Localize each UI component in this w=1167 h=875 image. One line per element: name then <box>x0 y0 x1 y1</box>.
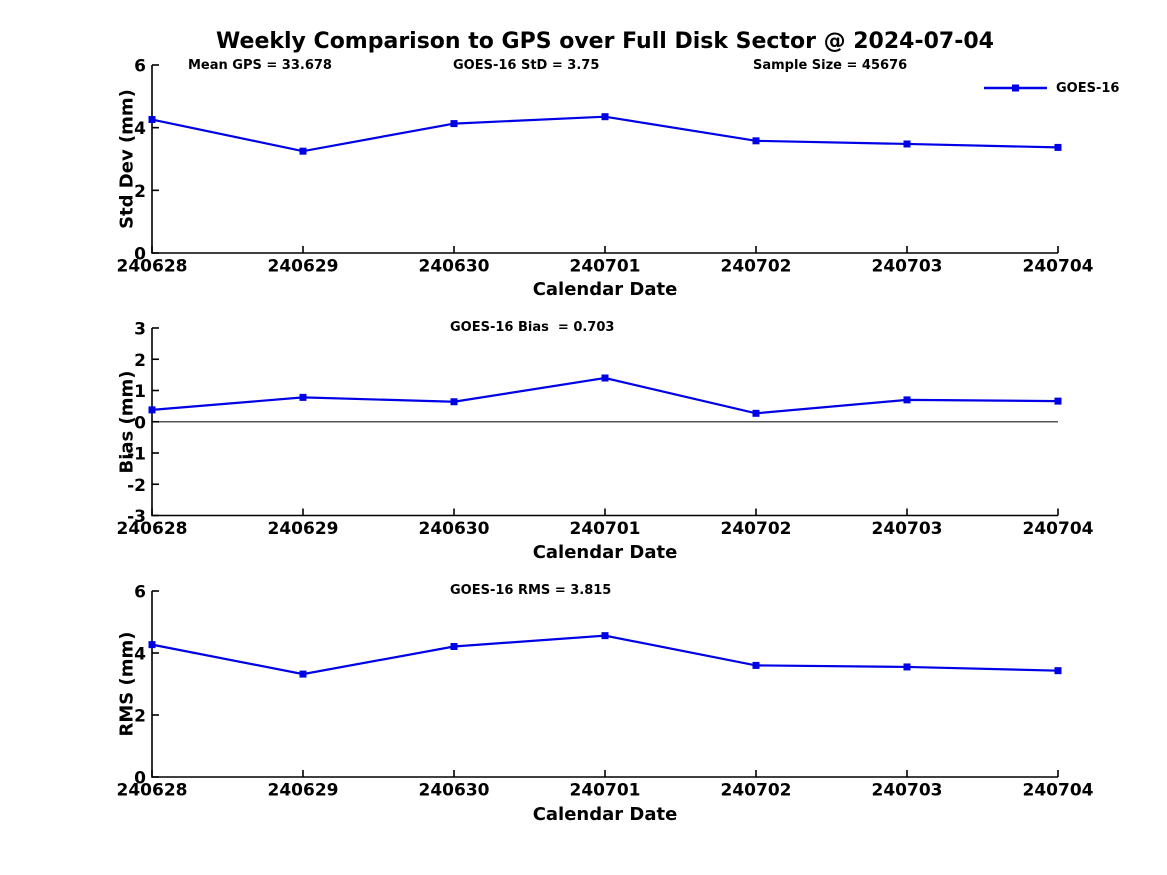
data-point-marker <box>450 642 458 650</box>
x-axis-label-bias: Calendar Date <box>532 542 678 563</box>
y-tick-label: 4 <box>134 119 146 139</box>
panel-bias: -3 -2 -1 0 1 2 3 240628 240629 240630 240701 240702… <box>117 320 1094 540</box>
x-tick-label: 240701 <box>570 519 641 539</box>
x-tick-label: 240630 <box>419 781 490 801</box>
data-point-marker <box>299 147 307 155</box>
x-tick-label: 240703 <box>872 519 943 539</box>
data-point-marker <box>601 632 609 640</box>
y-tick-label: 0 <box>134 413 146 433</box>
y-axis-label-bias: Bias (mm) <box>116 370 138 474</box>
axis-line <box>151 591 1058 778</box>
annotation-sample-size: Sample Size = 45676 <box>753 58 908 73</box>
annotation-goes16-rms: GOES-16 RMS = 3.815 <box>450 583 612 598</box>
data-point-marker <box>752 137 760 145</box>
data-point-marker <box>752 661 760 669</box>
y-tick-label: 0 <box>134 769 146 789</box>
data-point-marker <box>752 409 760 417</box>
x-tick-label: 240629 <box>268 257 339 277</box>
y-tick-label: 3 <box>134 320 146 340</box>
x-tick-label: 240704 <box>1023 781 1094 801</box>
legend-marker-icon <box>1012 84 1019 92</box>
panel-std-dev: 0 2 4 6 240628 240629 240630 240701 240702 240703… <box>117 57 1094 277</box>
y-axis-label-std-dev: Std Dev (mm) <box>116 89 138 229</box>
x-tick-label: 240704 <box>1023 519 1094 539</box>
y-tick-label: 2 <box>134 182 146 202</box>
y-tick-label: 2 <box>134 707 146 727</box>
data-point-marker <box>450 398 458 406</box>
x-axis-label-rms: Calendar Date <box>532 804 678 825</box>
data-point-marker <box>1054 143 1062 151</box>
y-tick-label: -1 <box>127 445 146 465</box>
data-point-marker <box>1054 397 1062 405</box>
data-point-marker <box>903 140 911 148</box>
y-tick-label: 1 <box>134 382 146 402</box>
axis-line <box>151 65 1058 254</box>
data-point-marker <box>903 396 911 404</box>
x-tick-label: 240701 <box>570 257 641 277</box>
data-point-marker <box>1054 667 1062 675</box>
legend-label: GOES-16 <box>1056 80 1120 96</box>
data-point-marker <box>450 120 458 128</box>
annotation-goes16-std: GOES-16 StD = 3.75 <box>453 58 600 73</box>
panel-rms: 0 2 4 6 240628 240629 240630 240701 240702 240703… <box>117 583 1094 801</box>
series-line <box>151 634 1059 676</box>
x-tick-label: 240628 <box>117 257 188 277</box>
data-point-marker <box>299 393 307 401</box>
data-point-marker <box>903 663 911 671</box>
series-line <box>151 376 1059 415</box>
y-tick-label: 6 <box>134 57 146 77</box>
annotation-goes16-bias: GOES-16 Bias = 0.703 <box>450 320 615 335</box>
x-tick-label: 240630 <box>419 519 490 539</box>
x-tick-label: 240629 <box>268 519 339 539</box>
y-axis-label-rms: RMS (mm) <box>116 631 138 737</box>
legend-line-sample-icon <box>984 84 1047 92</box>
series-line <box>151 115 1059 153</box>
x-tick-label: 240702 <box>721 781 792 801</box>
y-tick-label: 2 <box>134 351 146 371</box>
x-tick-label: 240628 <box>117 519 188 539</box>
legend: GOES-16 <box>983 78 1119 98</box>
annotation-mean-gps: Mean GPS = 33.678 <box>188 58 332 73</box>
chart-title: Weekly Comparison to GPS over Full Disk … <box>216 29 994 54</box>
x-tick-label: 240702 <box>721 519 792 539</box>
data-point-marker <box>148 116 156 124</box>
x-tick-label: 240701 <box>570 781 641 801</box>
x-axis-label-std-dev: Calendar Date <box>532 279 678 300</box>
data-point-marker <box>148 641 156 649</box>
x-tick-label: 240630 <box>419 257 490 277</box>
x-tick-label: 240702 <box>721 257 792 277</box>
x-tick-label: 240628 <box>117 781 188 801</box>
y-tick-label: -3 <box>127 507 146 527</box>
data-point-marker <box>148 406 156 414</box>
x-tick-label: 240703 <box>872 781 943 801</box>
y-tick-label: 6 <box>134 583 146 603</box>
y-tick-label: -2 <box>127 476 146 496</box>
y-tick-label: 0 <box>134 245 146 265</box>
x-tick-label: 240703 <box>872 257 943 277</box>
data-point-marker <box>601 113 609 121</box>
y-tick-label: 4 <box>134 645 146 665</box>
data-point-marker <box>299 670 307 678</box>
x-tick-label: 240629 <box>268 781 339 801</box>
data-point-marker <box>601 374 609 382</box>
x-tick-label: 240704 <box>1023 257 1094 277</box>
